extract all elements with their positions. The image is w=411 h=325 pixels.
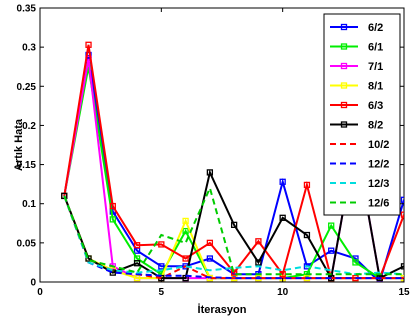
legend-marker-6-3 bbox=[340, 101, 348, 109]
legend-label-6-1: 6/1 bbox=[368, 42, 383, 54]
data-point-8-2 bbox=[230, 221, 238, 229]
legend-marker-6-1 bbox=[340, 43, 348, 50]
legend-label-12-3: 12/3 bbox=[368, 178, 389, 190]
legend-marker-8-1 bbox=[340, 82, 348, 89]
legend-label-8-2: 8/2 bbox=[368, 120, 383, 132]
series-layer bbox=[61, 41, 404, 282]
legend-label-10-2: 10/2 bbox=[368, 139, 389, 151]
data-point-8-2 bbox=[303, 231, 311, 239]
legend-label-7-1: 7/1 bbox=[368, 61, 383, 73]
data-point-6-2 bbox=[400, 196, 404, 203]
legend-label-8-1: 8/1 bbox=[368, 81, 383, 93]
data-point-6-3 bbox=[303, 181, 311, 189]
x-axis-label: İterasyon bbox=[198, 303, 247, 316]
ticks-layer: 0 5 10 15 0 0.05 0.1 0.15 0.2 0.25 0.3 0.35 bbox=[17, 4, 410, 299]
data-point-6-3 bbox=[85, 41, 92, 48]
x-tick-label: 0 bbox=[37, 287, 43, 298]
data-point-6-2 bbox=[206, 255, 214, 262]
series-line-12-3 bbox=[63, 195, 404, 276]
y-tick-label: 0.05 bbox=[17, 238, 37, 249]
data-point-6-3 bbox=[400, 211, 404, 218]
data-point-8-2 bbox=[279, 214, 286, 221]
x-tick-label: 10 bbox=[277, 287, 289, 298]
legend-label-6-3: 6/3 bbox=[368, 100, 383, 112]
data-point-6-1 bbox=[328, 222, 335, 229]
data-point-6-3 bbox=[230, 269, 238, 276]
y-axis-label: Artık Hata bbox=[13, 118, 25, 171]
data-point-8-2 bbox=[400, 263, 404, 270]
series-line-6-2 bbox=[63, 54, 404, 282]
series-line-12-2 bbox=[63, 195, 404, 280]
y-tick-label: 0.35 bbox=[17, 4, 37, 15]
x-tick-label: 5 bbox=[159, 287, 165, 298]
data-point-6-2 bbox=[328, 247, 335, 254]
data-point-6-3 bbox=[182, 255, 189, 262]
data-point-8-1 bbox=[133, 274, 141, 282]
data-point-6-1 bbox=[352, 259, 359, 266]
data-point-6-2 bbox=[158, 263, 165, 270]
data-point-6-2 bbox=[376, 278, 383, 282]
data-point-6-3 bbox=[206, 239, 214, 247]
data-point-8-2 bbox=[255, 259, 262, 266]
data-point-6-1 bbox=[182, 227, 189, 235]
y-tick-label: 0.2 bbox=[22, 121, 36, 132]
data-point-8-2 bbox=[133, 260, 141, 267]
y-tick-label: 0.3 bbox=[22, 43, 36, 54]
legend-marker-6-2 bbox=[340, 23, 348, 31]
legend-label-6-2: 6/2 bbox=[368, 22, 383, 34]
legend-marker-7-1 bbox=[340, 62, 348, 70]
data-point-6-3 bbox=[255, 238, 262, 245]
series-line-12-6 bbox=[63, 185, 404, 276]
legend-label-12-2: 12/2 bbox=[368, 159, 389, 171]
data-point-6-1 bbox=[109, 216, 116, 223]
legend: 6/2 6/1 7/1 8/1 6/3 8/2 10/2 12/2 12/3 12/6 bbox=[323, 13, 401, 216]
data-point-8-2 bbox=[85, 255, 92, 262]
y-tick-label: 0.25 bbox=[17, 82, 37, 93]
y-tick-label: 0.15 bbox=[17, 160, 37, 171]
data-point-6-3 bbox=[158, 241, 165, 248]
series-12-3 bbox=[63, 195, 404, 276]
series-12-6 bbox=[63, 185, 404, 276]
y-tick-label: 0 bbox=[30, 278, 36, 289]
x-tick-label: 15 bbox=[398, 287, 410, 298]
legend-marker-8-2 bbox=[340, 121, 348, 128]
data-point-8-2 bbox=[206, 169, 214, 176]
y-tick-label: 0.1 bbox=[22, 199, 36, 210]
legend-label-12-6: 12/6 bbox=[368, 198, 389, 210]
series-12-2 bbox=[63, 195, 404, 280]
data-point-8-1 bbox=[182, 217, 189, 225]
data-point-6-3 bbox=[109, 202, 116, 210]
data-point-6-2 bbox=[279, 178, 286, 185]
data-point-6-3 bbox=[133, 242, 141, 249]
